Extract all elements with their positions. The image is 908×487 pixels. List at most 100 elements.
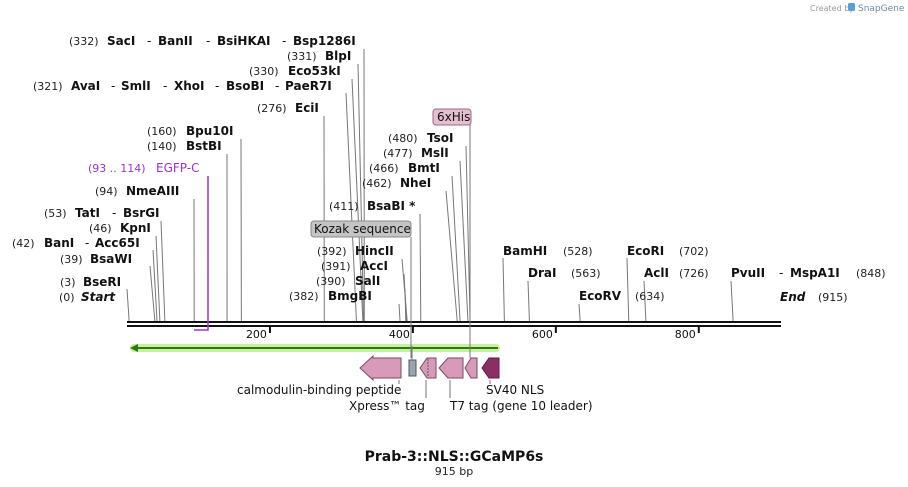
site-name: HincII [355, 244, 394, 258]
leader-msli [459, 160, 469, 322]
site-name: AccI [360, 259, 388, 273]
leader-bseri [126, 288, 130, 322]
site-acli[interactable]: AclI (726) [644, 266, 709, 280]
feature-pink-arrow-b[interactable] [464, 357, 478, 379]
site-tati[interactable]: (53) TatI - BsrGI [44, 206, 160, 220]
badge-label: 6xHis [437, 110, 470, 124]
site-position: (276) [257, 102, 287, 115]
site-name: PaeR7I [285, 79, 332, 93]
leader-ecorv [578, 303, 581, 322]
site-kpni[interactable]: (46) KpnI [89, 221, 151, 235]
site-bseri[interactable]: (3) BseRI [60, 275, 121, 289]
site-position: (390) [316, 275, 346, 288]
site-name: EcoRI [627, 244, 664, 258]
feature-badge-6xhis[interactable]: 6xHis [432, 108, 472, 126]
site-nhei[interactable]: (462) NheI [362, 176, 431, 190]
site-ecii[interactable]: (276) EciI [257, 101, 319, 115]
site-acci[interactable]: (391) AccI [321, 259, 388, 273]
site-name: BlpI [325, 49, 351, 63]
site-position: (563) [571, 267, 601, 280]
site-avai[interactable]: (321) AvaI - SmlI - XhoI - BsoBI - PaeR7… [33, 79, 332, 93]
site-position: (140) [147, 140, 177, 153]
site-position: (42) [12, 237, 35, 250]
site-name: TsoI [427, 131, 453, 145]
site-saci[interactable]: (332) SacI - BanII - BsiHKAI - Bsp1286I [69, 34, 356, 48]
site-position: (848) [856, 267, 886, 280]
scale-ticks: 200 400 600 800 [246, 327, 700, 341]
site-pvuii[interactable]: PvuII - MspA1I (848) [731, 266, 886, 280]
leader-bsabi [419, 213, 422, 322]
site-blpi[interactable]: (331) BlpI [287, 49, 351, 63]
site-position: (392) [317, 245, 347, 258]
site-separator: - [111, 79, 115, 93]
feature-xpress-tag[interactable] [408, 359, 417, 377]
feature-egfp-arrow[interactable] [130, 344, 500, 352]
primer-egfp-c[interactable]: (93 .. 114) EGFP-C [88, 161, 199, 175]
site-bstbi[interactable]: (140) BstBI [147, 139, 222, 153]
site-position: (330) [249, 65, 279, 78]
site-sali[interactable]: (390) SalI [316, 274, 380, 288]
feature-sv40-nls[interactable] [481, 357, 500, 379]
site-name: DraI [528, 266, 556, 280]
site-ecorv[interactable]: EcoRV (634) [579, 289, 665, 303]
leader-blpi [357, 63, 365, 322]
site-tsoi[interactable]: (480) TsoI [388, 131, 453, 145]
feature-badge-kozak[interactable]: Kozak sequence [310, 220, 412, 238]
feature-t7-tag[interactable] [438, 357, 464, 379]
site-position: (477) [383, 147, 413, 160]
site-separator: - [275, 79, 279, 93]
site-name: EcoRV [579, 289, 622, 303]
site-leader-lines [126, 48, 734, 322]
credit-prefix: Created by [810, 4, 854, 13]
site-name: BanI [44, 236, 74, 250]
site-bpu10i[interactable]: (160) Bpu10I [147, 124, 233, 138]
site-position: (331) [287, 50, 317, 63]
site-bsawi[interactable]: (39) BsaWI [60, 252, 132, 266]
site-name: Eco53kI [288, 64, 341, 78]
start-position: (0) [59, 291, 75, 304]
feature-calmodulin-binding-peptide[interactable] [359, 354, 402, 382]
site-eco53ki[interactable]: (330) Eco53kI [249, 64, 341, 78]
scale-tick-label: 600 [532, 328, 553, 341]
site-separator: - [282, 34, 286, 48]
leader-avai [345, 92, 357, 322]
scale-tick-label: 200 [246, 328, 267, 341]
leader-bamhi [502, 257, 505, 322]
site-name: TatI [75, 206, 100, 220]
site-bmti[interactable]: (466) BmtI [369, 161, 440, 175]
site-separator: - [85, 236, 89, 250]
calmodulin-label: calmodulin-binding peptide [237, 383, 401, 397]
end-label: End [780, 290, 806, 304]
site-name: BstBI [186, 139, 222, 153]
leader-bmti [451, 175, 461, 322]
snapgene-logo-icon [848, 3, 855, 11]
site-nmeaiii[interactable]: (94) NmeAIII [95, 184, 179, 198]
site-name: BsaBI * [367, 199, 416, 213]
site-position: (391) [321, 260, 351, 273]
leader-nhei [445, 190, 458, 322]
site-ecori[interactable]: EcoRI (702) [627, 244, 709, 258]
leader-tati [160, 220, 166, 322]
site-position: (53) [44, 207, 67, 220]
primer-binding-mark[interactable] [194, 176, 209, 331]
site-msli[interactable]: (477) MslI [383, 146, 449, 160]
site-name: Bsp1286I [293, 34, 356, 48]
site-bmgbi[interactable]: (382) BmgBI [289, 289, 372, 303]
t7-tag-label: T7 tag (gene 10 leader) [449, 399, 593, 413]
site-drai[interactable]: DraI (563) [528, 266, 601, 280]
site-name: BseRI [83, 275, 121, 289]
feature-leader-lines [398, 125, 491, 398]
site-separator: - [147, 34, 151, 48]
site-bani[interactable]: (42) BanI - Acc65I [12, 236, 140, 250]
site-bamhi[interactable]: BamHI (528) [503, 244, 593, 258]
leader-bmgbi [398, 303, 401, 322]
feature-pink-arrow-a[interactable] [419, 357, 437, 379]
xpress-tag-label: Xpress™ tag [349, 399, 425, 413]
site-separator: - [215, 79, 219, 93]
site-name: SacI [107, 34, 135, 48]
leader-eco53ki [351, 78, 364, 322]
site-name: BamHI [503, 244, 547, 258]
site-bsabi[interactable]: (411) BsaBI * [329, 199, 416, 213]
site-hincii[interactable]: (392) HincII [317, 244, 394, 258]
